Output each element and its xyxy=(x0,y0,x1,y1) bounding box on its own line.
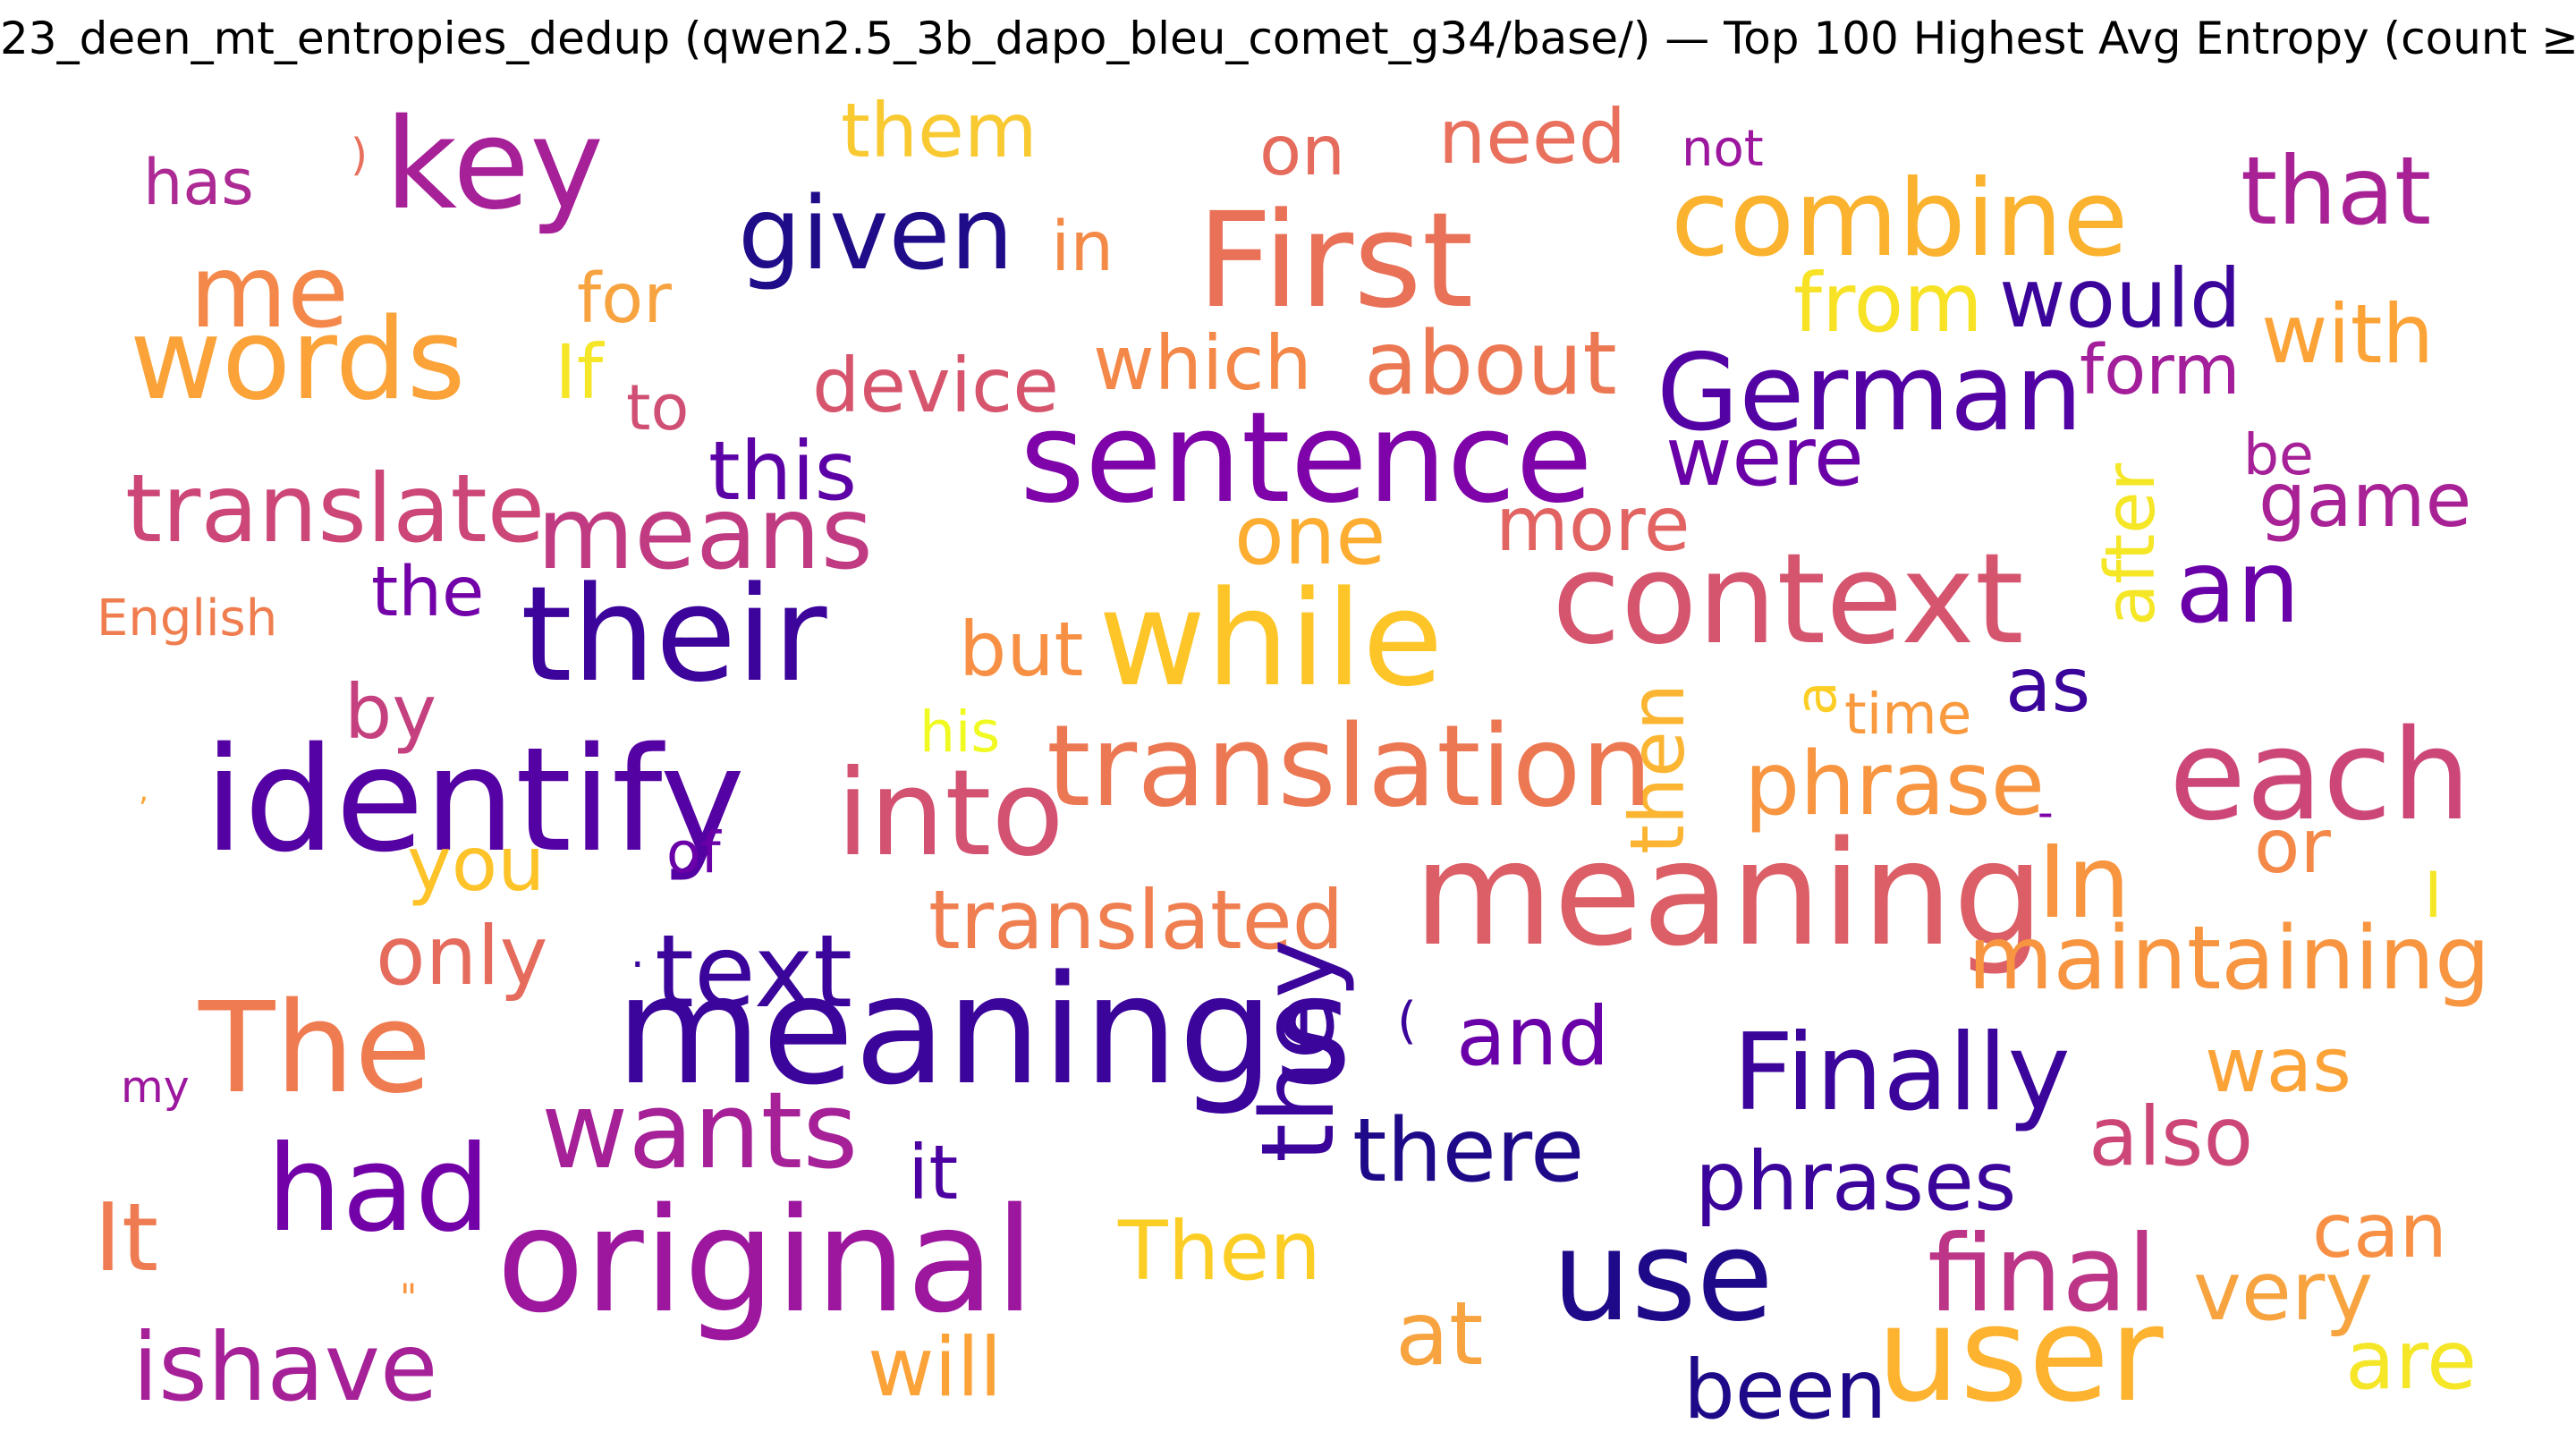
word-68: they xyxy=(1241,939,1357,1163)
word-61: I xyxy=(2424,859,2443,932)
word-1: ) xyxy=(351,130,368,181)
word-4: on xyxy=(1259,112,1345,191)
word-8: in xyxy=(1051,208,1114,287)
word-73: my xyxy=(121,1062,190,1113)
word-52: phrase xyxy=(1744,733,2045,835)
word-5: need xyxy=(1438,93,1626,181)
word-89: ishave xyxy=(132,1313,438,1422)
word-50: into xyxy=(836,745,1064,883)
word-82: Then xyxy=(1117,1205,1321,1299)
word-76: also xyxy=(2089,1090,2253,1184)
word-26: were xyxy=(1665,411,1864,504)
word-77: had xyxy=(267,1121,490,1258)
word-35: an xyxy=(2175,530,2301,646)
word-66: The xyxy=(198,976,431,1122)
word-9: First xyxy=(1197,184,1473,337)
word-64: text xyxy=(655,914,852,1030)
word-6: not xyxy=(1682,120,1764,178)
word-72: was xyxy=(2205,1021,2351,1109)
word-22: about xyxy=(1364,313,1617,415)
word-56: you xyxy=(407,820,545,908)
word-69: ( xyxy=(1397,992,1417,1050)
word-59: meaning xyxy=(1413,810,2045,978)
word-46: as xyxy=(2005,641,2090,729)
word-53: - xyxy=(2038,787,2054,838)
word-45: time xyxy=(1844,682,1971,747)
word-38: their xyxy=(521,558,827,711)
word-18: If xyxy=(555,328,606,416)
word-74: wants xyxy=(541,1070,858,1193)
word-79: phrases xyxy=(1695,1135,2016,1229)
word-43: a xyxy=(1784,681,1849,716)
word-13: for xyxy=(577,259,672,339)
word-81: original xyxy=(496,1177,1035,1344)
word-11: that xyxy=(2241,137,2431,246)
word-20: device xyxy=(812,342,1059,429)
word-67: meanings xyxy=(615,943,1352,1118)
word-51: translation xyxy=(1046,700,1653,832)
word-31: means xyxy=(537,476,873,592)
word-60: In xyxy=(2038,825,2131,941)
word-48: identify xyxy=(204,716,745,884)
word-65: maintaining xyxy=(1968,908,2490,1010)
word-41: context xyxy=(1552,527,2024,673)
chart-title: 23_deen_mt_entropies_dedup (qwen2.5_3b_d… xyxy=(0,13,2576,64)
word-27: be xyxy=(2243,422,2314,487)
word-42: by xyxy=(344,668,436,756)
word-28: game xyxy=(2258,456,2471,544)
word-85: can xyxy=(2312,1187,2447,1275)
word-55: or xyxy=(2254,802,2331,890)
word-75: there xyxy=(1352,1100,1584,1202)
word-34: after xyxy=(2091,462,2171,626)
word-47: his xyxy=(919,699,1000,765)
word-29: translate xyxy=(125,454,545,564)
word-63: · xyxy=(631,939,645,990)
word-23: German xyxy=(1657,332,2083,455)
word-14: from xyxy=(1793,257,1983,351)
word-39: but xyxy=(959,606,1084,693)
word-88: very xyxy=(2193,1245,2373,1339)
word-49: , xyxy=(139,773,148,809)
word-91: been xyxy=(1683,1343,1886,1437)
word-86: " xyxy=(400,1275,417,1319)
word-33: more xyxy=(1496,480,1690,568)
word-78: it xyxy=(908,1129,958,1216)
word-70: and xyxy=(1456,990,1609,1084)
word-7: given xyxy=(738,176,1013,292)
word-24: form xyxy=(2080,331,2241,411)
word-80: It xyxy=(94,1183,158,1292)
word-12: me xyxy=(190,234,349,351)
word-10: combine xyxy=(1671,157,2128,281)
word-3: them xyxy=(841,87,1038,174)
word-54: each xyxy=(2169,703,2471,849)
word-71: Finally xyxy=(1733,1012,2071,1135)
word-30: this xyxy=(708,425,857,519)
word-83: use xyxy=(1552,1204,1774,1350)
word-37: English xyxy=(97,589,277,648)
word-21: which xyxy=(1093,319,1312,407)
word-19: to xyxy=(626,371,689,445)
word-93: are xyxy=(2345,1314,2477,1408)
word-17: words xyxy=(130,293,465,425)
word-32: one xyxy=(1234,489,1385,583)
word-62: only xyxy=(376,910,548,1004)
word-2: key xyxy=(385,92,604,238)
word-58: translated xyxy=(928,874,1343,968)
word-84: final xyxy=(1928,1213,2157,1336)
word-57: of xyxy=(666,820,723,886)
word-90: will xyxy=(868,1321,1002,1415)
word-15: would xyxy=(1999,252,2241,346)
word-0: has xyxy=(143,146,254,219)
word-40: while xyxy=(1098,563,1444,716)
word-36: the xyxy=(371,553,484,632)
word-16: with xyxy=(2261,288,2434,382)
word-92: user xyxy=(1877,1278,2164,1431)
word-87: at xyxy=(1395,1284,1483,1385)
word-25: sentence xyxy=(1020,386,1593,531)
word-44: then xyxy=(1614,683,1701,854)
